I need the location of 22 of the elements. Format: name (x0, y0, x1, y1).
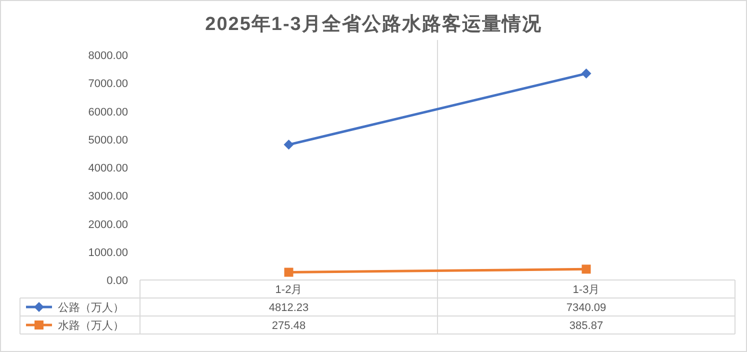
y-tick-label: 3000.00 (88, 190, 128, 203)
point (582, 264, 591, 274)
point (284, 140, 294, 150)
data-label: 4812.23 (268, 302, 309, 314)
data-label: 385.87 (569, 320, 604, 332)
point (581, 68, 592, 79)
y-tick-label: 8000.00 (88, 50, 128, 62)
data-label: 275.48 (272, 320, 306, 332)
point (284, 268, 294, 277)
y-tick-label: 2000.00 (88, 218, 128, 231)
y-tick-label: 5000.00 (88, 134, 128, 146)
data-label: 7340.09 (566, 302, 606, 314)
chart-title: 2025年1-3月全省公路水路客运量情况 (205, 13, 542, 35)
y-tick-label: 4000.00 (88, 162, 128, 174)
x-tick-label: 1-3月 (572, 284, 600, 296)
y-tick-label: 6000.00 (88, 106, 128, 118)
x-tick-label: 1-2月 (275, 284, 302, 296)
y-tick-label: 0.00 (106, 275, 128, 287)
y-tick-label: 7000.00 (88, 78, 128, 90)
legend-label: 公路（万人） (58, 302, 124, 314)
legend-label: 水路（万人） (58, 319, 124, 332)
y-tick-label: 1000.00 (88, 246, 128, 259)
